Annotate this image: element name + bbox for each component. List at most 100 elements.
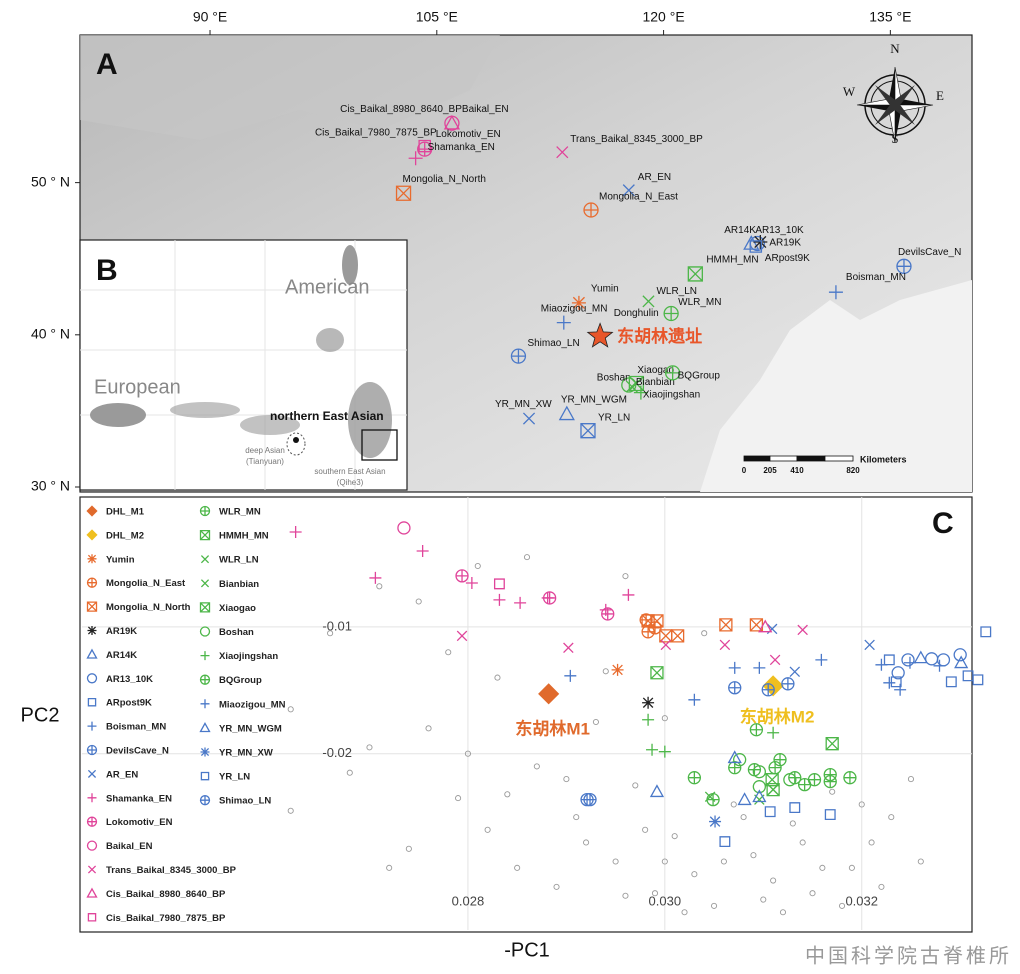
sea <box>700 280 972 492</box>
y-tick-label: 30 ° N <box>31 478 70 494</box>
compass-label: E <box>936 88 944 103</box>
legend-symbol <box>200 771 210 781</box>
data-point <box>843 771 857 785</box>
background-point <box>838 902 846 909</box>
legend-label: Mongolia_N_North <box>106 602 191 613</box>
site-label: Boshan <box>597 373 631 384</box>
legend-label: Cis_Baikal_8980_8640_BP <box>106 889 226 900</box>
legend-label: YR_LN <box>219 772 250 783</box>
data-point <box>883 676 896 689</box>
legend-label: Xiaojingshan <box>219 651 278 662</box>
scale-bar <box>743 455 854 462</box>
data-point <box>945 676 957 688</box>
background-point <box>573 814 580 821</box>
panel-label: C <box>932 507 954 540</box>
marks-layer: 90 °E 105 °E 120 °E 135 °E 30 ° N 40 ° N 50 ° … <box>31 9 992 930</box>
legend-label: Shimao_LN <box>219 796 271 807</box>
data-point <box>709 815 722 828</box>
compass-label: W <box>843 84 856 99</box>
legend-symbol <box>87 793 97 803</box>
legend-symbol <box>86 673 98 684</box>
legend-symbol <box>199 722 211 733</box>
background-point <box>740 814 747 821</box>
data-point <box>864 639 875 651</box>
legend-symbol <box>87 769 97 778</box>
site-marker <box>583 202 599 218</box>
legend-symbol <box>86 744 98 756</box>
legend-symbol <box>199 505 211 517</box>
background-point <box>907 776 915 783</box>
data-point <box>789 802 801 814</box>
legend-symbol <box>86 816 98 827</box>
legend-label: Trans_Baikal_8345_3000_BP <box>106 865 237 876</box>
legend-label: WLR_LN <box>219 555 259 566</box>
site-marker <box>580 423 596 439</box>
data-point <box>815 653 828 666</box>
x-tick-label: 105 °E <box>416 9 458 25</box>
data-point <box>601 607 615 621</box>
x-tick-label: 0.032 <box>845 893 878 908</box>
inset-label: southern East Asian <box>314 467 385 476</box>
site-marker <box>444 115 460 131</box>
inset-label: European <box>94 376 181 398</box>
legend-label: AR19K <box>106 626 137 637</box>
site-marker <box>663 305 679 322</box>
legend-label: HMMH_MN <box>219 531 269 542</box>
data-point <box>737 792 752 806</box>
data-point <box>641 625 655 639</box>
x-tick-label: 90 °E <box>193 9 227 25</box>
grid <box>82 497 972 930</box>
data-point <box>749 723 764 737</box>
compass-label: N <box>890 41 900 56</box>
scale-label: 410 <box>790 466 804 475</box>
legend-label: DHL_M1 <box>106 507 145 518</box>
legend-symbol <box>86 601 98 612</box>
data-point <box>894 683 907 696</box>
site-label: Xiaojingshan <box>643 389 700 400</box>
legend-label: YR_MN_XW <box>219 748 273 759</box>
site-label: Yumin <box>591 283 619 294</box>
background-point <box>691 871 698 878</box>
background-point <box>376 583 383 590</box>
site-marker <box>395 185 412 201</box>
site-marker <box>749 235 765 252</box>
x-axis-label: -PC1 <box>504 939 550 961</box>
data-point <box>903 656 916 669</box>
background-point <box>612 858 619 865</box>
data-point <box>797 624 808 636</box>
site-marker <box>687 266 703 282</box>
data-point <box>901 653 915 667</box>
site-label: Mongolia_N_East <box>599 192 678 203</box>
legend-symbol <box>200 555 210 564</box>
data-point <box>646 743 659 756</box>
site-marker <box>558 405 575 421</box>
data-point <box>650 666 664 680</box>
site-label: WLR_MN <box>678 297 721 308</box>
data-point <box>913 650 928 664</box>
scale-label: 205 <box>763 466 777 475</box>
legend-label: YR_MN_WGM <box>219 723 282 734</box>
background-point <box>799 839 806 846</box>
site-label: Bianbian <box>636 377 675 388</box>
data-point <box>564 669 577 682</box>
legend-label: DHL_M2 <box>106 530 144 541</box>
legend-label: ARpost9K <box>106 698 152 709</box>
data-point <box>758 619 773 633</box>
background-point <box>504 791 511 798</box>
site-label: Cis_Baikal_8980_8640_BP <box>340 104 462 115</box>
site-marker <box>828 285 843 300</box>
data-point <box>688 693 701 706</box>
data-point <box>728 681 742 695</box>
legend-label: DevilsCave_N <box>106 746 169 757</box>
background-point <box>651 890 659 897</box>
data-point <box>825 737 839 751</box>
legend-label: Shamanka_EN <box>106 793 172 804</box>
site-marker <box>753 234 768 249</box>
site-label: HMMH_MN <box>706 255 758 266</box>
legend-symbol <box>86 648 98 659</box>
legend-symbol <box>200 651 210 661</box>
legend-symbol <box>199 602 211 613</box>
background-point <box>622 573 629 580</box>
data-point <box>783 773 797 787</box>
